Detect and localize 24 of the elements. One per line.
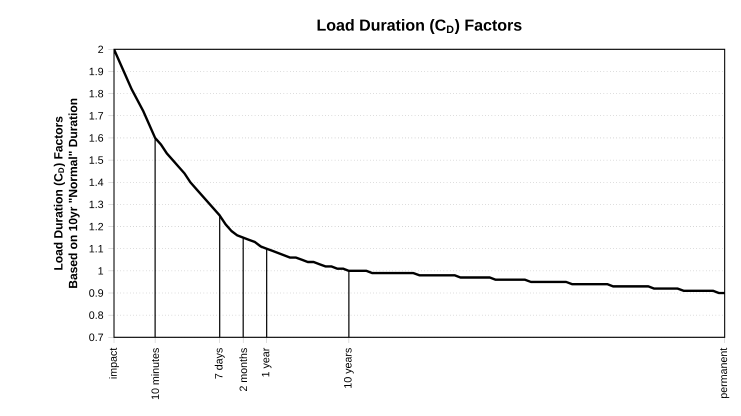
y-tick-label: 1.9 <box>90 68 104 76</box>
x-tick-label: 10 years <box>344 348 354 388</box>
y-tick-label: 1.7 <box>90 112 104 120</box>
y-tick-label: 1 <box>98 267 104 275</box>
x-tick-label: 1 year <box>262 348 272 377</box>
y-tick-label: 1.3 <box>90 200 104 208</box>
x-tick-label: permanent <box>720 348 730 398</box>
chart-title: Load Duration (C$_{D}$) Factors <box>318 19 522 34</box>
y-tick-label: 0.8 <box>89 311 104 319</box>
x-tick-label: 7 days <box>214 348 225 379</box>
x-tick-label: 10 minutes <box>151 348 160 400</box>
y-tick-label: 0.9 <box>89 289 104 297</box>
y-tick-label: 1.8 <box>90 90 104 98</box>
y-tick-label: 0.7 <box>89 334 104 342</box>
text: Based on 10yr "Normal" Duration <box>68 98 80 288</box>
y-tick-label: 2 <box>98 46 104 54</box>
y-tick-label: 1.5 <box>90 156 104 164</box>
y-tick-label: 1.4 <box>90 178 104 186</box>
y-tick-label: 1.1 <box>90 245 104 252</box>
y-axis-title: Load Duration (C$_{D}$) Factors <box>54 116 65 270</box>
x-tick-label: 2 months <box>239 348 248 392</box>
y-tick-label: 1.2 <box>90 222 104 230</box>
y-tick-label: 1.6 <box>90 134 104 142</box>
x-tick-label: impact <box>109 348 119 378</box>
